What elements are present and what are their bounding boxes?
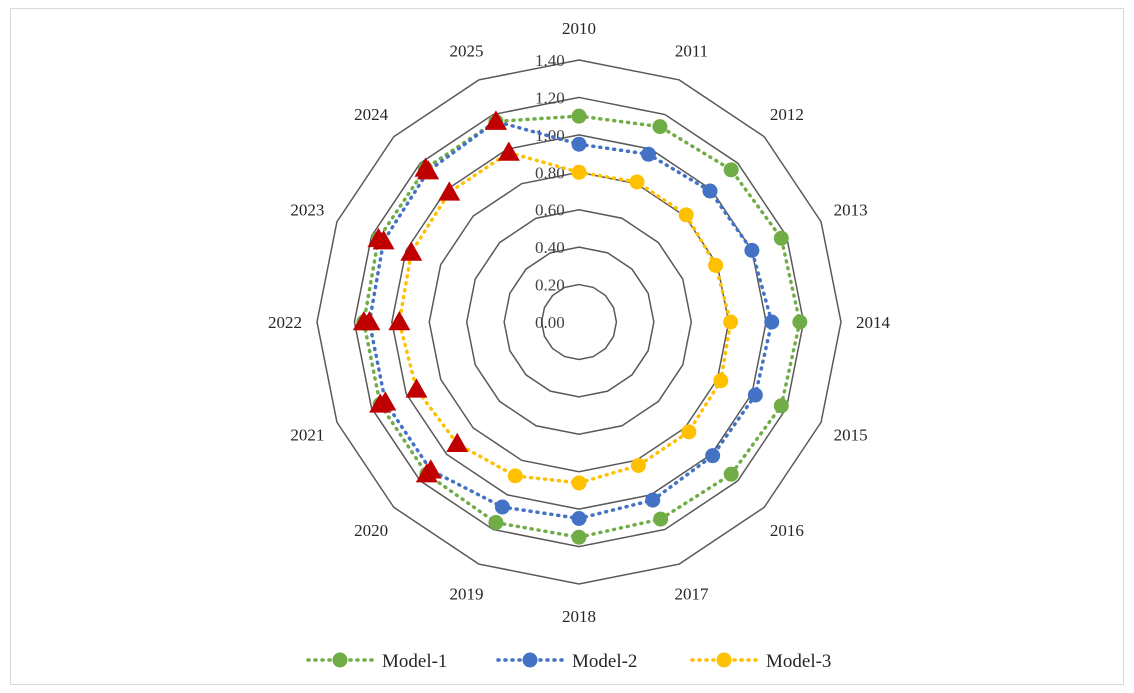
triangle-marker: [405, 378, 428, 398]
point-marker: [645, 492, 661, 508]
series-model-3: [388, 141, 739, 491]
tick-label: 0.80: [535, 163, 565, 182]
triangle-marker: [400, 241, 423, 261]
series-model-2: [358, 110, 780, 526]
category-label: 2016: [770, 521, 804, 540]
grid-ring: [503, 246, 655, 398]
point-marker: [571, 475, 587, 491]
point-marker: [723, 314, 739, 330]
legend-label: Model-3: [766, 651, 831, 672]
legend-label: Model-2: [572, 651, 637, 672]
category-label: 2022: [268, 313, 302, 332]
point-marker: [708, 257, 724, 273]
tick-label: 0.40: [535, 238, 565, 257]
legend-label: Model-1: [382, 651, 447, 672]
point-marker: [702, 183, 718, 199]
point-marker: [723, 466, 739, 482]
category-label: 2012: [770, 105, 804, 124]
triangle-marker: [419, 459, 442, 479]
point-marker: [792, 314, 808, 330]
legend-marker: [332, 652, 348, 668]
category-label: 2019: [449, 585, 483, 604]
triangle-marker: [446, 432, 469, 452]
legend-marker: [522, 652, 538, 668]
series-layer: [352, 108, 808, 545]
category-labels: 2010 2011 2012 2013 2014 2015 2016 2017 2018 2019…: [268, 19, 891, 626]
category-label: 2014: [856, 313, 891, 332]
triangle-marker: [358, 311, 381, 331]
category-label: 2021: [290, 426, 324, 445]
tick-label: 0.00: [535, 313, 565, 332]
point-marker: [507, 468, 523, 484]
category-label: 2018: [562, 607, 596, 626]
category-label: 2015: [834, 426, 868, 445]
point-marker: [630, 458, 646, 474]
grid-ring: [428, 171, 730, 473]
category-label: 2023: [290, 200, 324, 219]
point-marker: [571, 511, 587, 526]
category-label: 2025: [449, 41, 483, 60]
triangle-marker: [497, 141, 520, 161]
point-marker: [488, 515, 504, 531]
point-marker: [705, 448, 721, 464]
point-marker: [653, 511, 669, 527]
point-marker: [764, 314, 780, 330]
category-label: 2020: [354, 521, 388, 540]
point-marker: [713, 373, 729, 389]
point-marker: [571, 136, 587, 152]
legend: Model-1 Model-2 Model-3: [306, 651, 831, 672]
triangle-marker: [438, 181, 461, 201]
category-label: 2024: [354, 105, 389, 124]
point-marker: [629, 174, 645, 190]
legend-item-model-2: Model-2: [496, 651, 637, 672]
legend-item-model-3: Model-3: [690, 651, 831, 672]
point-marker: [773, 398, 789, 414]
category-label: 2017: [675, 585, 710, 604]
triangle-marker: [374, 391, 397, 411]
chart-frame: [10, 8, 1124, 685]
point-marker: [640, 146, 656, 162]
legend-marker: [716, 652, 732, 668]
grid-ring: [465, 208, 693, 436]
radial-tick-labels: 0.00 0.20 0.40 0.60 0.80 1.00 1.20 1.40: [535, 51, 565, 332]
point-marker: [773, 230, 789, 246]
tick-label: 0.20: [535, 276, 565, 295]
triangle-marker: [417, 160, 440, 180]
legend-item-model-1: Model-1: [306, 651, 447, 672]
point-marker: [571, 108, 587, 124]
series-line: [397, 150, 733, 485]
category-label: 2011: [675, 41, 708, 60]
point-marker: [723, 162, 739, 178]
point-marker: [571, 164, 587, 180]
grid-ring: [316, 59, 842, 585]
triangle-marker: [372, 230, 395, 250]
grid-ring: [353, 96, 805, 548]
category-label: 2013: [834, 200, 868, 219]
point-marker: [747, 387, 763, 403]
triangle-marker: [484, 110, 507, 130]
grid-ring: [540, 283, 618, 361]
point-marker: [652, 119, 668, 135]
point-marker: [744, 242, 760, 258]
point-marker: [678, 207, 694, 223]
point-marker: [681, 424, 697, 440]
point-marker: [571, 529, 587, 545]
triangle-marker: [388, 311, 411, 331]
tick-label: 1.20: [535, 88, 565, 107]
tick-label: 0.60: [535, 201, 565, 220]
point-marker: [494, 499, 510, 515]
tick-label: 1.00: [535, 126, 565, 145]
category-label: 2010: [562, 19, 596, 38]
tick-label: 1.40: [535, 51, 565, 70]
